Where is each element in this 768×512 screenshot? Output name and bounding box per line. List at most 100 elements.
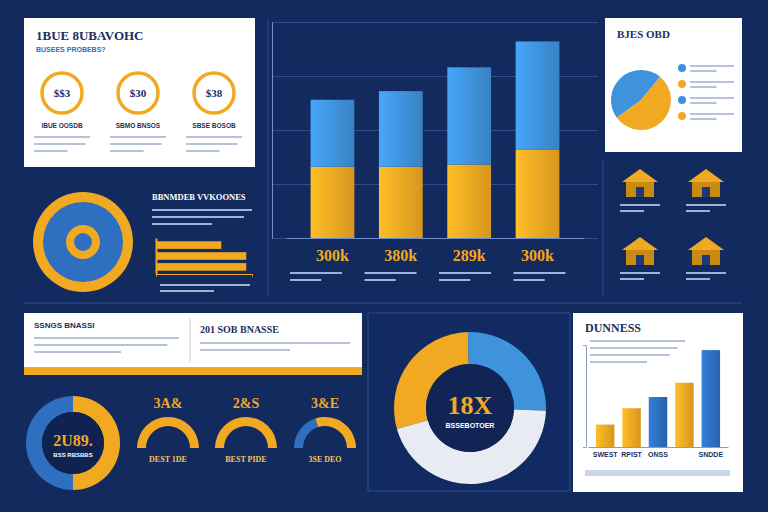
- house-icon: [688, 169, 724, 197]
- pie-panel: [605, 18, 742, 152]
- ring: [118, 73, 158, 113]
- category-axis-label: SNDDE: [699, 451, 724, 458]
- house-roof: [688, 237, 724, 250]
- business-bar-chart: SWESTRPISTONSSSNDDE: [583, 346, 729, 458]
- gauge-subtitle: BEST PIDE: [225, 455, 266, 464]
- filler-line: [690, 102, 716, 104]
- bars: [596, 350, 720, 447]
- value-axis-tick-mark: [252, 274, 253, 277]
- gauge-arc: [315, 417, 356, 448]
- house-body: [692, 250, 720, 265]
- value-axis-tick: [272, 238, 598, 239]
- filler-line: [690, 65, 734, 67]
- business-panel: [573, 313, 743, 492]
- value-axis-tick: [583, 447, 586, 448]
- filler-line: [690, 113, 734, 115]
- value-axis-tick-mark: [272, 22, 598, 23]
- legend-icon: [678, 96, 686, 104]
- panel-title: 1BUE 8UBAVOHC: [36, 28, 144, 43]
- filler-line: [152, 209, 252, 211]
- value-axis-tick-mark: [583, 447, 586, 448]
- filler-line: [290, 272, 342, 274]
- bar: [379, 91, 423, 167]
- bar: [622, 408, 640, 447]
- bar: [379, 167, 423, 238]
- canvas: 1BUE 8UBAVOHCBUSEES PROBEBS?$$3IBUE OOSD…: [0, 0, 768, 512]
- banner-left: SSNGS BNASSI: [34, 321, 94, 330]
- chart-subtitle: BSSEBOTOER: [446, 422, 495, 429]
- filler-line: [620, 204, 660, 206]
- panel-subtitle: BUSEES PROBEBS?: [36, 46, 106, 53]
- category-axis-tick: 380k: [384, 238, 417, 264]
- category-axis-tick: 300k: [316, 238, 349, 264]
- filler-line: [152, 223, 212, 225]
- banner-strip: [24, 367, 362, 375]
- category-axis-label: SWEST: [593, 451, 619, 458]
- filler-line: [200, 342, 350, 344]
- note-title: BBNMDEB VVKOONES: [152, 192, 246, 202]
- ring-label: SBMO BNSOS: [116, 122, 161, 129]
- main-bar-chart: 300k 380k 289k 300k: [272, 23, 598, 265]
- gauge-track: [294, 417, 356, 448]
- filler-line: [152, 216, 244, 218]
- slice: [617, 77, 671, 130]
- category-axis: 300k 380k 289k 300k: [287, 238, 585, 264]
- filler-line: [200, 349, 290, 351]
- gauge-arc: [294, 419, 318, 448]
- ring-chart: [26, 396, 120, 490]
- gauge-title: 3&E: [311, 396, 339, 411]
- center-donut: [394, 332, 546, 484]
- gauge: [294, 417, 356, 448]
- filler-line: [690, 86, 716, 88]
- filler-line: [590, 347, 677, 349]
- banner-bg: [24, 313, 362, 367]
- filler-line: [439, 279, 470, 281]
- donut-hole: [42, 412, 104, 474]
- category-axis-line: [287, 238, 585, 239]
- bar: [311, 167, 355, 238]
- ring-label: SBSE BOSOB: [192, 122, 236, 129]
- chart-title: DUNNESS: [585, 321, 641, 335]
- value-axis: [157, 274, 253, 277]
- filler-line: [690, 97, 734, 99]
- value-axis-tick: [272, 22, 598, 23]
- bar: [516, 149, 560, 238]
- house-door: [636, 255, 644, 265]
- value-axis-line: [586, 346, 587, 448]
- house-body: [692, 182, 720, 197]
- donut-hole: [426, 364, 514, 452]
- chart-title: BJES OBD: [617, 28, 670, 40]
- gauge-track: [215, 417, 277, 448]
- center-panel: [368, 313, 570, 491]
- note: BBNMDEB VVKOONES: [152, 192, 252, 225]
- house-icon: [688, 237, 724, 265]
- gauge: [215, 417, 277, 448]
- filler-line: [34, 143, 86, 145]
- infographic: 1BUE 8UBAVOHCBUSEES PROBEBS?$$3IBUE OOSD…: [0, 0, 768, 512]
- bar: [447, 165, 491, 238]
- filler-line: [690, 118, 716, 120]
- badge-dot: [74, 233, 92, 251]
- filler-line: [590, 361, 647, 363]
- bar: [156, 263, 246, 271]
- category-axis-tick: RPIST: [621, 447, 642, 458]
- bar: [702, 350, 720, 447]
- gauge-track: [137, 417, 199, 448]
- filler-line: [365, 279, 396, 281]
- house-door: [702, 187, 710, 197]
- value-axis-tick-mark: [272, 238, 598, 239]
- filler-line: [34, 337, 179, 339]
- chart-title: 18X: [448, 391, 493, 420]
- category-axis-tick: 289k: [453, 238, 486, 264]
- bar: [516, 41, 560, 149]
- value-axis-line: [157, 274, 253, 275]
- filler-line: [690, 70, 716, 72]
- side-bar-chart: [156, 239, 253, 278]
- bar: [675, 383, 693, 447]
- ring-label: IBUE OOSDB: [41, 122, 82, 129]
- legend-icon: [678, 64, 686, 72]
- filler-line: [290, 279, 321, 281]
- category-axis-tick: 300k: [521, 238, 554, 264]
- separator: [603, 160, 604, 295]
- bar: [156, 241, 221, 249]
